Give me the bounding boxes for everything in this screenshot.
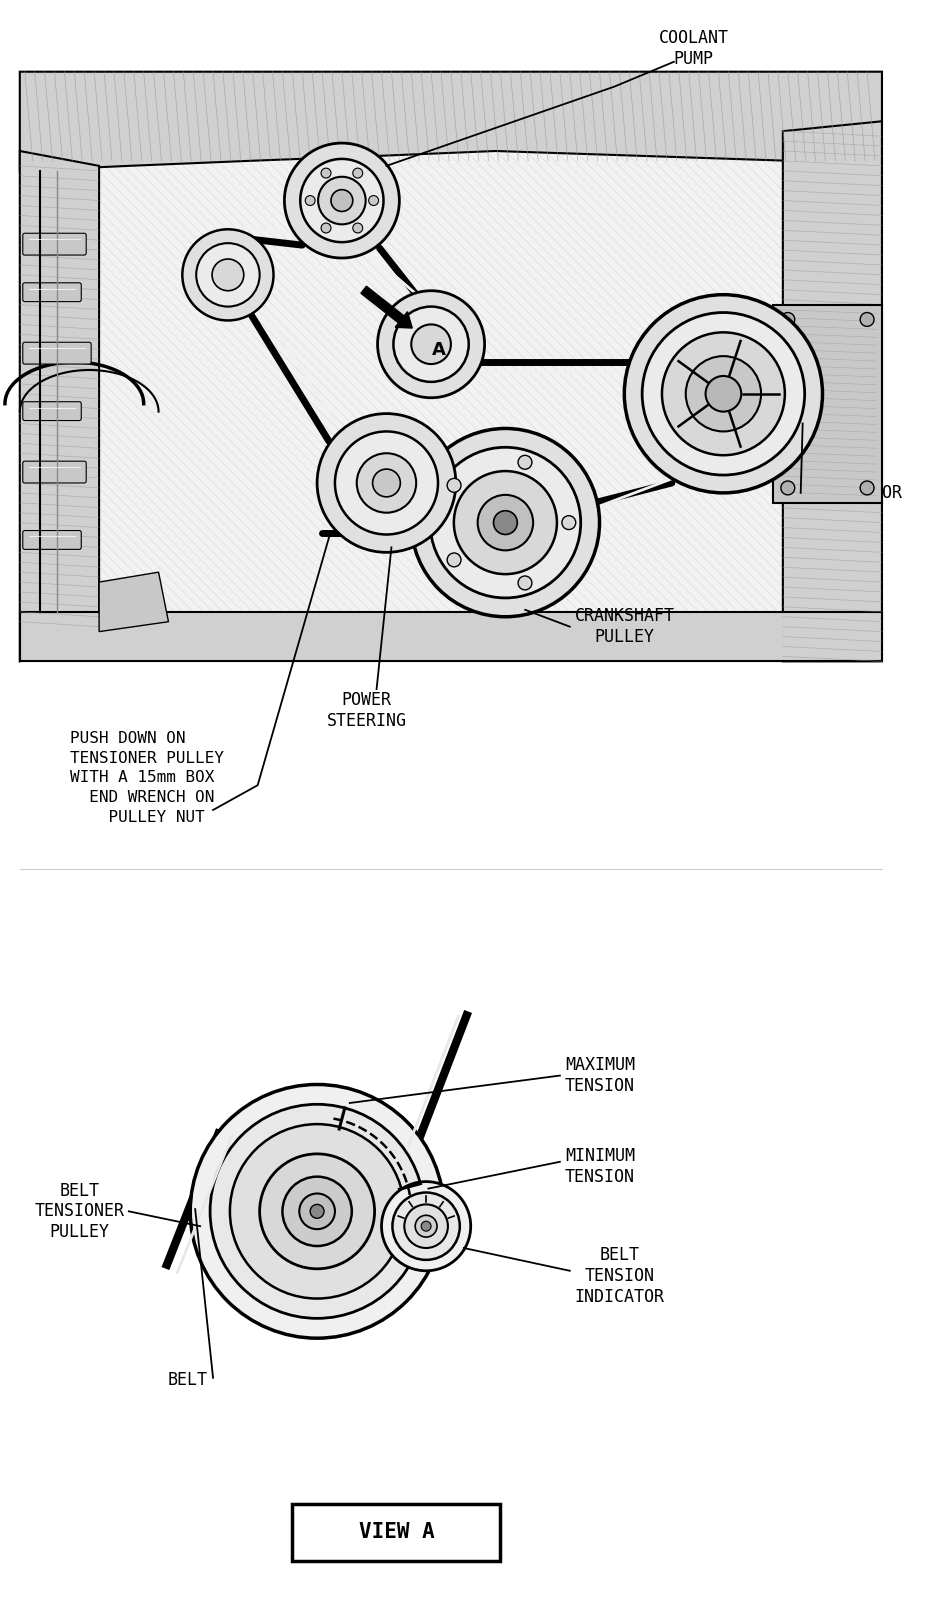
Text: A: A <box>432 341 446 359</box>
Circle shape <box>335 432 438 534</box>
Circle shape <box>394 306 469 382</box>
Circle shape <box>781 312 795 327</box>
Circle shape <box>518 455 532 469</box>
Circle shape <box>642 312 805 476</box>
Circle shape <box>190 1084 444 1338</box>
FancyBboxPatch shape <box>23 343 91 364</box>
Circle shape <box>306 196 315 205</box>
Circle shape <box>300 159 383 243</box>
Circle shape <box>447 479 461 492</box>
Text: MAXIMUM
TENSION: MAXIMUM TENSION <box>565 1057 635 1095</box>
FancyBboxPatch shape <box>23 401 81 421</box>
Circle shape <box>562 516 576 529</box>
Text: PUSH DOWN ON
TENSIONER PULLEY
WITH A 15mm BOX
  END WRENCH ON
    PULLEY NUT: PUSH DOWN ON TENSIONER PULLEY WITH A 15m… <box>69 731 224 825</box>
Circle shape <box>369 196 379 205</box>
Text: VIEW A: VIEW A <box>358 1523 434 1542</box>
Text: BELT
TENSION
INDICATOR: BELT TENSION INDICATOR <box>575 1246 665 1306</box>
Circle shape <box>411 325 451 364</box>
Circle shape <box>430 447 581 599</box>
Text: MINIMUM
TENSION: MINIMUM TENSION <box>565 1147 635 1186</box>
Polygon shape <box>99 573 169 631</box>
Text: BELT
TENSIONER
PULLEY: BELT TENSIONER PULLEY <box>34 1181 124 1241</box>
Circle shape <box>182 230 273 320</box>
Circle shape <box>331 189 353 212</box>
Circle shape <box>382 1181 470 1270</box>
FancyBboxPatch shape <box>23 233 86 256</box>
Bar <box>293 1503 500 1561</box>
Circle shape <box>781 481 795 495</box>
Circle shape <box>478 495 533 550</box>
Circle shape <box>378 291 484 398</box>
Text: COOLANT
PUMP: COOLANT PUMP <box>658 29 729 68</box>
Circle shape <box>321 223 331 233</box>
Circle shape <box>353 168 363 178</box>
Circle shape <box>230 1125 405 1299</box>
Circle shape <box>372 469 400 497</box>
Bar <box>773 304 882 503</box>
Polygon shape <box>19 612 882 662</box>
Circle shape <box>212 259 244 291</box>
FancyBboxPatch shape <box>23 461 86 482</box>
Circle shape <box>405 1204 448 1247</box>
Circle shape <box>624 294 822 493</box>
Circle shape <box>319 176 366 225</box>
Circle shape <box>282 1176 352 1246</box>
Circle shape <box>860 481 874 495</box>
Polygon shape <box>19 150 99 662</box>
Circle shape <box>357 453 416 513</box>
Circle shape <box>321 168 331 178</box>
Circle shape <box>317 414 456 552</box>
Text: A/C
COMPRESSOR: A/C COMPRESSOR <box>803 464 903 502</box>
Circle shape <box>860 312 874 327</box>
FancyBboxPatch shape <box>23 531 81 550</box>
Circle shape <box>353 223 363 233</box>
Bar <box>19 71 882 662</box>
Text: CRANKSHAFT
PULLEY: CRANKSHAFT PULLEY <box>575 607 675 646</box>
Circle shape <box>494 511 518 534</box>
Circle shape <box>393 1192 460 1260</box>
Circle shape <box>454 471 557 574</box>
Circle shape <box>210 1105 424 1319</box>
Circle shape <box>411 429 599 616</box>
FancyBboxPatch shape <box>23 283 81 301</box>
Circle shape <box>447 553 461 566</box>
Polygon shape <box>19 71 882 172</box>
Polygon shape <box>782 121 882 662</box>
Circle shape <box>662 332 785 455</box>
Circle shape <box>421 1222 432 1231</box>
Circle shape <box>196 243 259 306</box>
Circle shape <box>518 576 532 591</box>
Text: POWER
STEERING: POWER STEERING <box>327 691 407 730</box>
Circle shape <box>310 1204 324 1218</box>
Circle shape <box>284 142 399 257</box>
Circle shape <box>299 1194 335 1230</box>
FancyArrow shape <box>361 286 412 328</box>
Circle shape <box>259 1154 375 1269</box>
Circle shape <box>415 1215 437 1238</box>
Text: BELT: BELT <box>169 1370 208 1388</box>
Circle shape <box>706 375 741 411</box>
Circle shape <box>686 356 761 432</box>
